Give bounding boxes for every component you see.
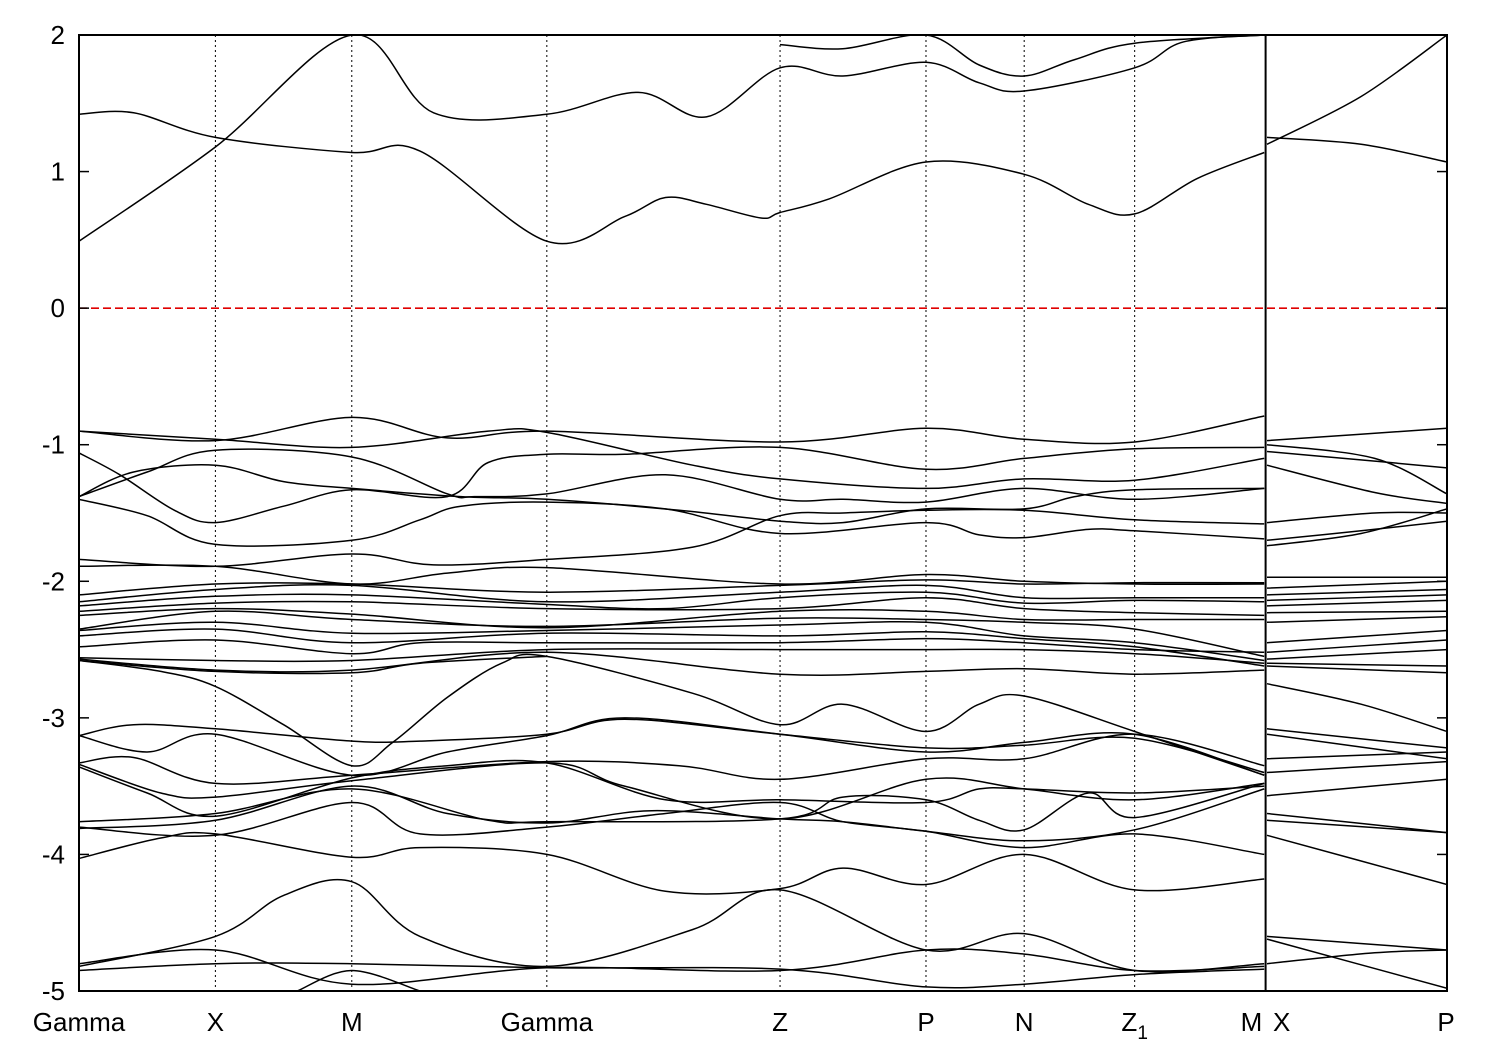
band-16-segment-1 — [1266, 616, 1447, 624]
band-2-segment-0 — [779, 35, 1265, 77]
band-3-segment-0 — [79, 415, 1265, 445]
band-24-segment-1 — [1266, 728, 1447, 749]
band-12-segment-0 — [79, 584, 1265, 603]
band-32-segment-0 — [79, 831, 1265, 895]
band-8-segment-0 — [79, 498, 1265, 547]
band-21-segment-0 — [79, 651, 1265, 676]
band-0-segment-1 — [1266, 35, 1447, 145]
band-26-segment-0 — [79, 733, 1265, 785]
y-tick-label-3: -2 — [42, 566, 65, 596]
x-tick-label-8: M — [1241, 1007, 1263, 1037]
band-36-segment-0 — [296, 969, 421, 991]
band-25-segment-0 — [79, 717, 1265, 777]
band-7-segment-0 — [79, 448, 1265, 504]
band-34-segment-1 — [1266, 949, 1447, 965]
band-24-segment-0 — [79, 718, 1265, 774]
band-11-segment-1 — [1266, 580, 1447, 589]
band-9-segment-0 — [79, 508, 1265, 568]
band-25-segment-1 — [1266, 733, 1447, 760]
band-15-segment-0 — [79, 607, 1265, 629]
y-tick-label-7: 2 — [51, 20, 65, 50]
x-tick-label-10: P — [1437, 1007, 1454, 1037]
band-11-segment-0 — [79, 579, 1265, 596]
high-symmetry-gridlines — [214, 35, 1267, 991]
y-tick-label-1: -4 — [42, 839, 65, 869]
band-17-segment-1 — [1266, 629, 1447, 644]
y-tick-label-6: 1 — [51, 157, 65, 187]
band-4-segment-1 — [1266, 443, 1447, 495]
band-13-segment-1 — [1266, 594, 1447, 602]
band-29-segment-0 — [79, 782, 1265, 832]
band-5-segment-0 — [79, 446, 1265, 524]
band-15-segment-1 — [1266, 610, 1447, 614]
x-tick-label-6: N — [1015, 1007, 1034, 1037]
band-33-segment-1 — [1266, 935, 1447, 951]
band-21-segment-1 — [1266, 665, 1447, 674]
band-22-segment-0 — [79, 655, 547, 675]
band-0-segment-0 — [79, 35, 1265, 242]
y-tick-label-5: 0 — [51, 293, 65, 323]
band-14-segment-0 — [79, 596, 1265, 617]
x-tick-label-0: Gamma — [33, 1007, 126, 1037]
x-tick-label-4: Z — [772, 1007, 788, 1037]
band-7-segment-1 — [1266, 511, 1447, 524]
band-lines — [79, 35, 1447, 991]
band-3-segment-1 — [1266, 427, 1447, 442]
x-tick-label-3: Gamma — [501, 1007, 594, 1037]
y-axis-ticks: -5 -4 -3 -2 -1 0 1 2 — [42, 20, 1447, 1006]
y-tick-label-4: -1 — [42, 430, 65, 460]
band-27-segment-1 — [1266, 760, 1447, 774]
y-tick-label-2: -3 — [42, 703, 65, 733]
x-tick-label-7: Z1 — [1121, 1007, 1147, 1044]
band-30-segment-1 — [1266, 819, 1447, 834]
band-28-segment-0 — [79, 759, 1265, 818]
band-26-segment-1 — [1266, 751, 1447, 760]
plot-frame — [78, 34, 1448, 992]
band-20-segment-1 — [1266, 662, 1447, 667]
band-33-segment-0 — [79, 878, 1265, 973]
band-1-segment-1 — [1266, 136, 1447, 163]
x-tick-label-5: P — [917, 1007, 934, 1037]
band-27-segment-0 — [79, 762, 1265, 820]
band-31-segment-0 — [79, 801, 1265, 856]
band-9-segment-1 — [1266, 520, 1447, 542]
band-18-segment-1 — [1266, 639, 1447, 654]
band-5-segment-1 — [1266, 450, 1447, 469]
band-31-segment-1 — [1266, 834, 1447, 886]
band-29-segment-1 — [1266, 812, 1447, 834]
x-tick-label-2: M — [341, 1007, 363, 1037]
band-16-segment-0 — [79, 610, 1265, 658]
band-18-segment-0 — [79, 628, 1265, 667]
band-13-segment-0 — [79, 591, 1265, 610]
band-1-segment-0 — [79, 110, 1265, 245]
band-23-segment-1 — [1266, 682, 1447, 733]
y-tick-label-0: -5 — [42, 976, 65, 1006]
band-28-segment-1 — [1266, 778, 1447, 797]
band-35-segment-1 — [1266, 938, 1447, 990]
band-6-segment-1 — [1266, 464, 1447, 505]
x-axis-ticks: Gamma X M Gamma Z P N Z1 M X P — [33, 1007, 1455, 1044]
band-14-segment-1 — [1266, 599, 1447, 607]
band-6-segment-0 — [79, 464, 1265, 525]
x-tick-label-1: X — [207, 1007, 224, 1037]
band-12-segment-1 — [1266, 588, 1447, 596]
band-23-segment-0 — [79, 653, 1265, 776]
band-19-segment-0 — [79, 637, 1265, 655]
band-17-segment-0 — [79, 620, 1265, 662]
band-10-segment-0 — [79, 564, 1265, 585]
band-8-segment-1 — [1266, 508, 1447, 547]
x-tick-label-9: X — [1273, 1007, 1290, 1037]
band-34-segment-0 — [79, 948, 1265, 986]
band-20-segment-0 — [79, 648, 1265, 664]
band-4-segment-0 — [79, 427, 1265, 490]
band-19-segment-1 — [1266, 648, 1447, 660]
band-35-segment-0 — [79, 962, 1265, 989]
